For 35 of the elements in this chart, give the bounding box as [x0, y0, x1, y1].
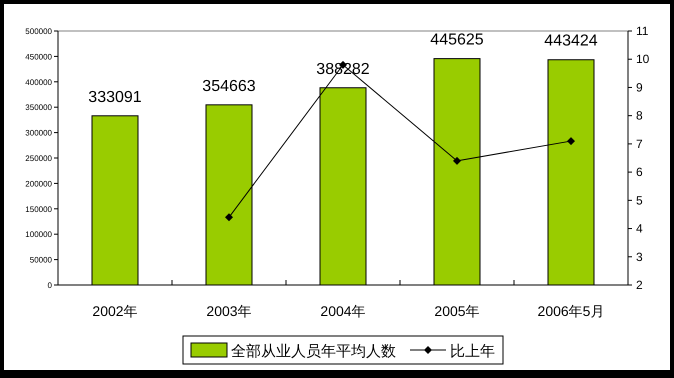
- x-tick-label: 2004年: [320, 303, 366, 319]
- y-tick-label: 100000: [25, 230, 53, 240]
- y2-tick-label: 7: [636, 136, 643, 151]
- y-tick-label: 250000: [25, 154, 53, 163]
- x-tick-label: 2005年: [434, 303, 480, 319]
- data-label: 443424: [544, 32, 598, 50]
- y2-tick-label: 6: [636, 165, 643, 180]
- y-tick-label: 0: [48, 281, 53, 290]
- legend-label: 比上年: [450, 343, 495, 360]
- x-tick-label: 2006年5月: [538, 303, 604, 319]
- y2-tick-label: 3: [636, 250, 643, 264]
- y2-tick-label: 11: [636, 24, 649, 38]
- y-tick-label: 50000: [30, 256, 53, 265]
- x-tick-label: 2002年: [92, 303, 138, 319]
- y2-tick-label: 2: [636, 278, 643, 292]
- y-tick-label: 300000: [25, 128, 53, 138]
- data-label: 445625: [430, 32, 484, 49]
- data-label: 333091: [88, 88, 142, 106]
- y2-tick-label: 10: [636, 52, 650, 66]
- y-tick-label: 200000: [25, 179, 53, 188]
- point: [567, 137, 575, 146]
- y2-tick-label: 8: [636, 108, 643, 123]
- data-label: 354663: [202, 78, 256, 95]
- y-tick-label: 150000: [25, 204, 53, 214]
- y-tick-label: 500000: [25, 27, 53, 36]
- y2-tick-label: 5: [636, 193, 643, 208]
- y-tick-label: 400000: [25, 78, 53, 87]
- y-tick-label: 450000: [25, 52, 53, 62]
- y2-tick-label: 4: [636, 222, 643, 236]
- y2-tick-label: 9: [636, 80, 643, 94]
- y-tick-label: 350000: [25, 103, 53, 112]
- point: [225, 213, 233, 222]
- legend-label: 全部从业人员年平均人数: [231, 343, 396, 360]
- point: [453, 156, 461, 165]
- x-tick-label: 2003年: [206, 303, 252, 319]
